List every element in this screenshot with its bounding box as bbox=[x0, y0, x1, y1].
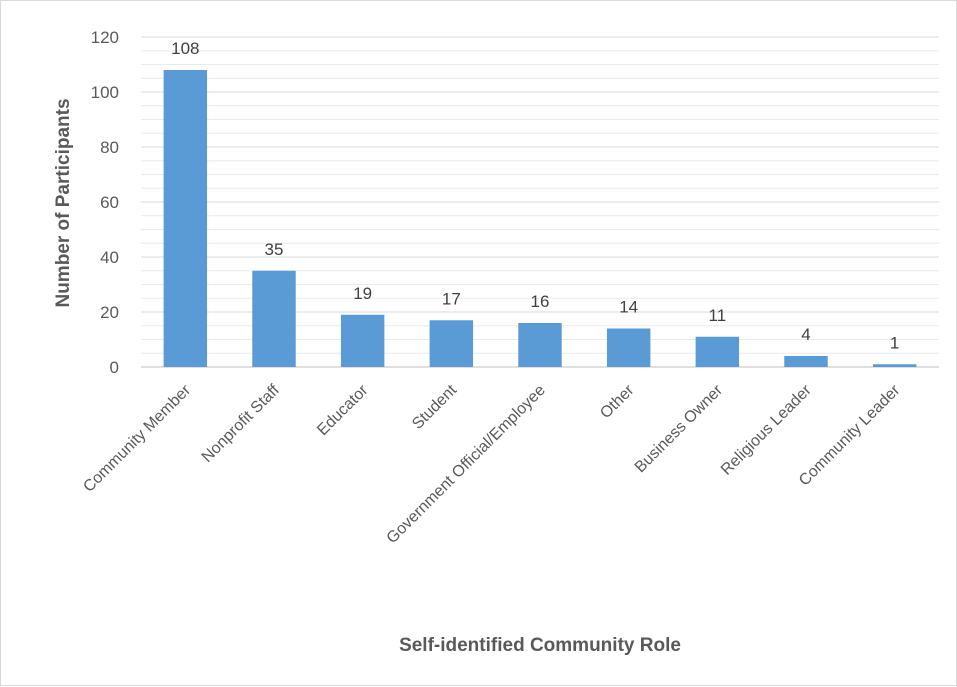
bars bbox=[163, 70, 917, 367]
bar bbox=[518, 323, 562, 367]
y-axis-ticks: 0 20 40 60 80 100 120 bbox=[91, 28, 119, 377]
data-label: 19 bbox=[353, 284, 372, 303]
data-label: 17 bbox=[442, 289, 461, 308]
bar bbox=[429, 320, 474, 367]
bar bbox=[252, 270, 296, 367]
data-label: 1 bbox=[890, 333, 899, 352]
x-category-label: Government Official/Employee bbox=[384, 382, 549, 547]
x-axis-categories: Community Member Nonprofit Staff Educator S… bbox=[80, 381, 904, 547]
data-label: 16 bbox=[531, 292, 550, 311]
y-tick-label: 20 bbox=[100, 303, 119, 322]
data-label: 4 bbox=[801, 325, 810, 344]
data-label: 11 bbox=[709, 306, 727, 325]
x-category-label: Community Leader bbox=[796, 381, 904, 489]
data-label: 35 bbox=[265, 240, 284, 259]
y-tick-label: 0 bbox=[110, 358, 119, 377]
y-tick-label: 80 bbox=[100, 138, 119, 157]
y-tick-label: 100 bbox=[91, 83, 119, 102]
y-tick-label: 120 bbox=[91, 28, 119, 47]
bar bbox=[695, 336, 740, 367]
data-label: 108 bbox=[171, 39, 199, 58]
x-axis-title: Self-identified Community Role bbox=[399, 635, 681, 656]
x-category-label: Business Owner bbox=[632, 381, 727, 476]
y-tick-label: 40 bbox=[100, 248, 119, 267]
y-axis-title: Number of Participants bbox=[53, 98, 74, 307]
bar bbox=[163, 70, 208, 367]
y-tick-label: 60 bbox=[100, 193, 119, 212]
x-category-label: Religious Leader bbox=[718, 381, 815, 478]
bar bbox=[872, 364, 917, 367]
bar bbox=[340, 314, 385, 367]
data-labels: 108 35 19 17 16 14 11 4 1 bbox=[171, 39, 899, 352]
data-label: 14 bbox=[619, 298, 638, 317]
x-category-label: Other bbox=[597, 381, 638, 422]
x-category-label: Student bbox=[409, 381, 460, 432]
x-category-label: Community Member bbox=[80, 381, 194, 495]
x-category-label: Nonprofit Staff bbox=[199, 381, 284, 466]
bar bbox=[606, 328, 651, 367]
x-category-label: Educator bbox=[314, 381, 372, 439]
bar bbox=[784, 356, 828, 367]
